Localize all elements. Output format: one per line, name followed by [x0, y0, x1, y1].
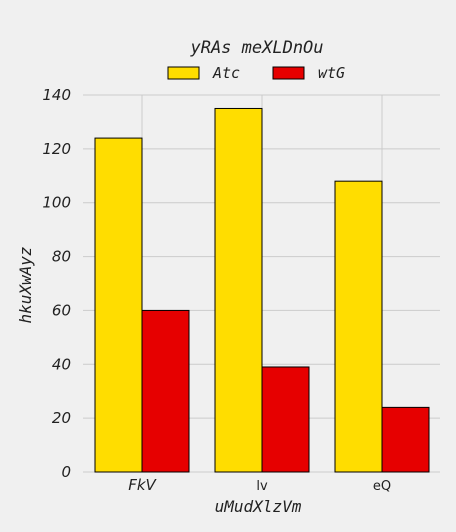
legend: Atc wtG	[167, 64, 345, 82]
bars	[94, 107, 430, 473]
legend-swatch-atc	[167, 66, 200, 80]
y-tick-label: 40	[52, 355, 71, 373]
y-tick-label: 80	[52, 248, 71, 266]
x-tick-label: eQ	[373, 479, 391, 494]
y-tick-label: 20	[52, 409, 71, 427]
x-tick-label: lv	[256, 479, 268, 494]
y-axis-label: hkuXwAyz	[16, 246, 35, 323]
legend-label-atc: Atc	[212, 64, 240, 82]
x-tick-label: FkV	[128, 476, 157, 494]
bar-atc-fkv	[94, 137, 143, 473]
legend-label-wtg: wtG	[318, 64, 345, 82]
y-tick-labels: 0 20 40 60 80 100 120 140	[42, 86, 71, 481]
bar-wtg-lv	[261, 366, 310, 473]
bar-wtg-eq	[381, 406, 430, 473]
chart-title: yRAs meXLDnOu	[189, 38, 323, 58]
x-tick-labels: FkV lv eQ	[128, 476, 391, 494]
y-tick-label: 100	[42, 194, 71, 212]
y-tick-label: 140	[42, 86, 71, 104]
bar-wtg-fkv	[141, 309, 190, 473]
y-tick-label: 0	[61, 463, 71, 481]
legend-swatch-wtg	[272, 66, 305, 80]
x-axis-label: uMudXlzVm	[215, 497, 302, 516]
y-tick-label: 120	[42, 140, 71, 158]
y-tick-label: 60	[52, 301, 71, 319]
bar-atc-eq	[334, 180, 383, 473]
bar-atc-lv	[214, 107, 263, 473]
